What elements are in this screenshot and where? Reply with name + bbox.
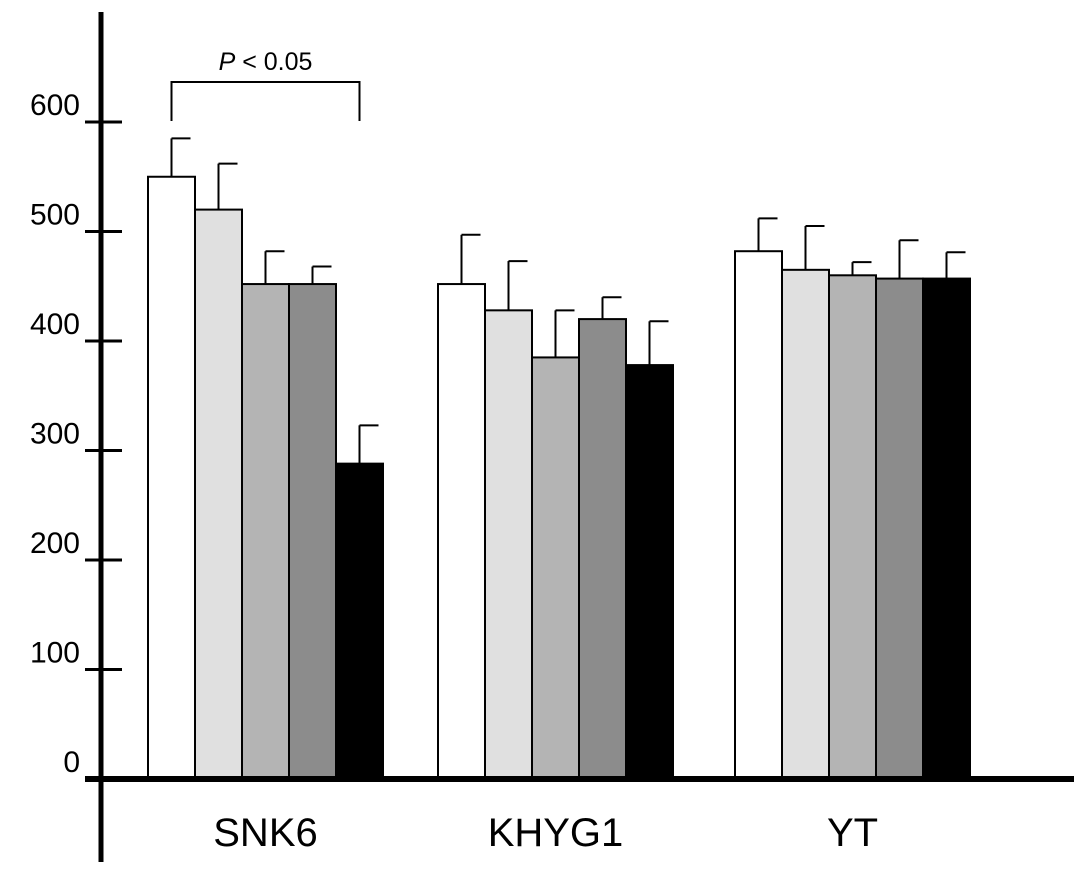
y-ticks-layer: 0 100 200 300 400 500 600 (30, 89, 122, 779)
y-tick-label: 100 (30, 637, 80, 670)
bar (734, 250, 783, 780)
bar (147, 175, 196, 780)
bar (578, 318, 627, 780)
bar (241, 283, 290, 780)
bar (335, 462, 384, 780)
y-tick-label: 500 (30, 199, 80, 232)
bar (781, 268, 830, 780)
bars-layer (147, 137, 971, 781)
x-category-label: YT (827, 811, 878, 855)
axes-layer (85, 12, 1074, 862)
x-category-label: SNK6 (213, 811, 318, 855)
bar (875, 277, 924, 780)
significance-bracket (170, 81, 361, 121)
y-tick-label: 600 (30, 89, 80, 122)
y-tick-label: 300 (30, 418, 80, 451)
significance-label: P < 0.05 (219, 48, 313, 76)
significance-threshold: < 0.05 (235, 48, 312, 76)
x-category-label: KHYG1 (488, 811, 624, 855)
bar (288, 283, 337, 780)
bar (437, 283, 486, 780)
bar (625, 364, 674, 780)
significance-annotation: P < 0.05 (170, 48, 361, 121)
y-tick-label: 0 (63, 746, 80, 779)
bar (531, 356, 580, 780)
bar (194, 208, 243, 781)
category-labels-layer: SNK6 KHYG1 YT (213, 811, 878, 855)
y-tick-label: 400 (30, 308, 80, 341)
y-tick-label: 200 (30, 527, 80, 560)
bar (828, 274, 877, 780)
bar (484, 309, 533, 780)
significance-p-symbol: P (219, 48, 236, 76)
bar (922, 277, 971, 780)
